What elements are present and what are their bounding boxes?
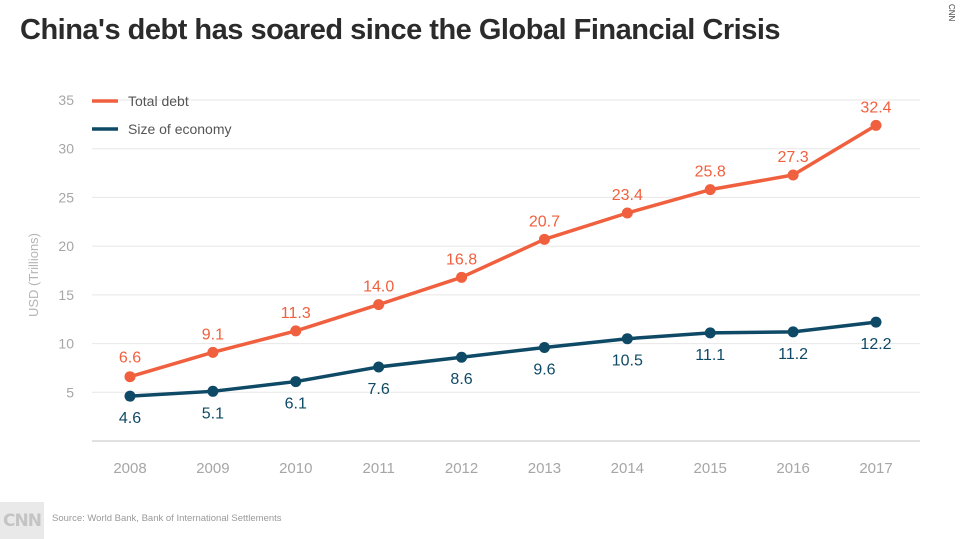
source-note: Source: World Bank, Bank of Internationa… bbox=[52, 513, 282, 524]
data-label: 12.2 bbox=[860, 336, 891, 353]
data-point bbox=[704, 184, 716, 196]
data-label: 11.1 bbox=[695, 347, 725, 364]
y-tick-label: 5 bbox=[66, 384, 74, 400]
data-label: 5.1 bbox=[202, 405, 224, 422]
y-axis-label: USD (Trillions) bbox=[26, 233, 41, 317]
data-point bbox=[456, 351, 468, 363]
data-label: 16.8 bbox=[446, 251, 477, 268]
data-label: 9.1 bbox=[202, 326, 224, 343]
data-point bbox=[787, 326, 799, 338]
data-label: 27.3 bbox=[778, 149, 809, 166]
data-label: 8.6 bbox=[450, 371, 472, 388]
data-point bbox=[124, 371, 136, 383]
data-label: 20.7 bbox=[529, 213, 560, 230]
x-tick-label: 2011 bbox=[363, 460, 395, 477]
data-label: 7.6 bbox=[368, 381, 390, 398]
data-point bbox=[373, 299, 385, 311]
data-point bbox=[870, 316, 882, 328]
legend-label: Size of economy bbox=[128, 121, 232, 137]
x-tick-label: 2008 bbox=[113, 460, 146, 477]
data-point bbox=[207, 346, 219, 358]
y-tick-label: 15 bbox=[58, 287, 74, 303]
legend-label: Total debt bbox=[128, 93, 189, 109]
data-label: 6.6 bbox=[119, 350, 141, 367]
data-label: 25.8 bbox=[695, 164, 726, 181]
x-tick-label: 2010 bbox=[279, 460, 312, 477]
x-tick-label: 2014 bbox=[611, 460, 644, 477]
x-tick-label: 2012 bbox=[445, 460, 478, 477]
data-label: 14.0 bbox=[363, 279, 394, 296]
data-point bbox=[456, 271, 468, 283]
cnn-logo-text: CNN bbox=[3, 510, 42, 531]
data-point bbox=[787, 169, 799, 181]
cnn-watermark: CNN bbox=[947, 4, 956, 22]
series-line bbox=[129, 123, 877, 379]
data-label: 32.4 bbox=[860, 99, 891, 116]
series-size-of-economy: 4.6 5.1 6.1 7.6 8.6 9.6 10.5 11.1 11.2 12.2 bbox=[119, 316, 892, 427]
data-point bbox=[373, 361, 385, 373]
data-point bbox=[207, 385, 219, 397]
data-label: 11.3 bbox=[281, 305, 311, 322]
data-point bbox=[704, 327, 716, 339]
data-label: 4.6 bbox=[119, 410, 141, 427]
series-line bbox=[129, 320, 877, 398]
chart-title: China's debt has soared since the Global… bbox=[20, 14, 781, 46]
x-tick-label: 2017 bbox=[859, 460, 892, 477]
data-point bbox=[124, 390, 136, 402]
legend: Total debt Size of economy bbox=[92, 93, 232, 137]
data-point bbox=[538, 341, 550, 353]
x-tick-label: 2016 bbox=[776, 460, 809, 477]
data-point bbox=[621, 333, 633, 345]
data-label: 10.5 bbox=[612, 353, 643, 370]
y-tick-label: 35 bbox=[58, 92, 74, 108]
data-point bbox=[538, 233, 550, 245]
y-tick-label: 20 bbox=[58, 238, 74, 254]
data-label: 6.1 bbox=[285, 396, 307, 413]
y-tick-label: 30 bbox=[58, 141, 74, 157]
data-label: 11.2 bbox=[778, 346, 808, 363]
y-tick-label: 10 bbox=[58, 336, 74, 352]
x-tick-label: 2013 bbox=[528, 460, 561, 477]
data-point bbox=[870, 119, 882, 131]
x-tick-label: 2015 bbox=[694, 460, 727, 477]
cnn-logo: CNN bbox=[0, 502, 44, 539]
data-label: 23.4 bbox=[612, 187, 643, 204]
data-point bbox=[290, 325, 302, 337]
data-point bbox=[290, 376, 302, 388]
series-total-debt: 6.6 9.1 11.3 14.0 16.8 20.7 23.4 25.8 27.3 32.4 bbox=[119, 99, 892, 383]
data-label: 9.6 bbox=[533, 361, 555, 378]
data-point bbox=[621, 207, 633, 219]
y-tick-label: 25 bbox=[58, 189, 74, 205]
x-tick-label: 2009 bbox=[196, 460, 229, 477]
